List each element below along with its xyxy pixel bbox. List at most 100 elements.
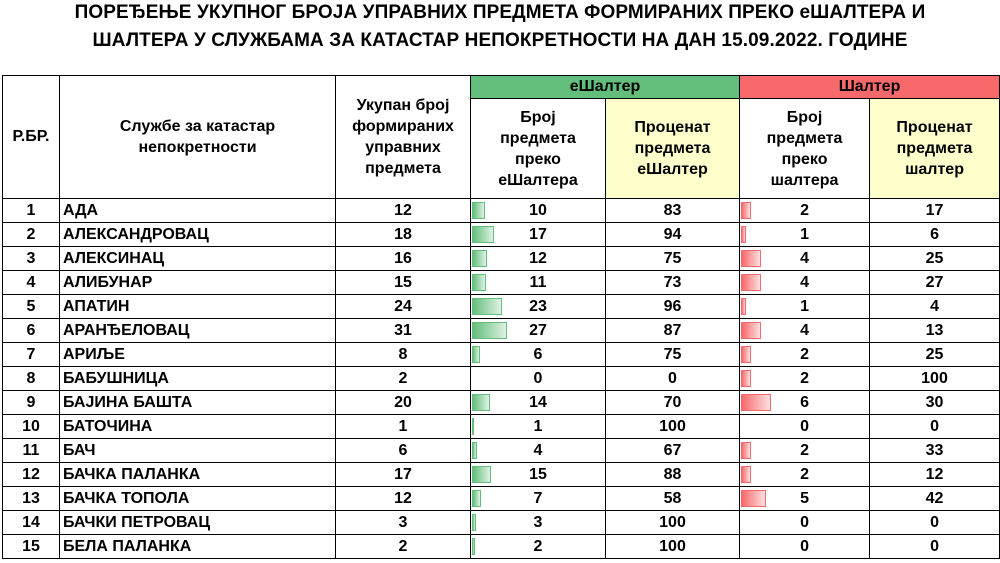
s-count-value: 2 xyxy=(800,345,809,363)
header-service: Службе за катастар непокретности xyxy=(59,75,336,199)
row-e-count: 4 xyxy=(470,438,606,463)
row-e-pct: 100 xyxy=(604,510,741,535)
row-e-pct: 100 xyxy=(604,534,741,559)
s-count-value: 2 xyxy=(800,441,809,459)
row-s-count: 0 xyxy=(739,534,871,559)
row-total: 31 xyxy=(335,318,471,343)
row-number: 2 xyxy=(2,222,60,247)
table-row: 13 БАЧКА ТОПОЛА 12 7 58 5 42 xyxy=(2,486,1000,511)
s-count-data-bar xyxy=(741,370,752,387)
e-count-data-bar xyxy=(472,322,507,339)
row-s-pct: 100 xyxy=(869,366,1000,391)
s-count-value: 2 xyxy=(800,369,809,387)
e-count-value: 27 xyxy=(529,321,547,339)
table-row: 12 БАЧКА ПАЛАНКА 17 15 88 2 12 xyxy=(2,462,1000,487)
row-s-count: 2 xyxy=(739,462,871,487)
e-count-data-bar xyxy=(472,442,478,459)
row-total: 12 xyxy=(335,486,471,511)
table-body: 1 АДА 12 10 83 2 17 2 АЛЕКСАНДРОВАЦ 18 17 94 1 6 3 АЛЕК… xyxy=(2,198,1000,559)
row-service-name: АПАТИН xyxy=(59,294,336,319)
row-s-pct: 33 xyxy=(869,438,1000,463)
row-e-count: 14 xyxy=(470,390,606,415)
row-e-count: 27 xyxy=(470,318,606,343)
row-e-count: 3 xyxy=(470,510,606,535)
row-e-count: 23 xyxy=(470,294,606,319)
e-count-data-bar xyxy=(472,394,491,411)
table-row: 10 БАТОЧИНА 1 1 100 0 0 xyxy=(2,414,1000,439)
e-count-value: 7 xyxy=(533,489,543,507)
s-count-value: 0 xyxy=(800,513,809,531)
s-count-value: 1 xyxy=(800,225,809,243)
row-total: 12 xyxy=(335,198,471,223)
row-s-pct: 42 xyxy=(869,486,1000,511)
row-number: 10 xyxy=(2,414,60,439)
s-count-data-bar xyxy=(741,250,762,267)
row-number: 7 xyxy=(2,342,60,367)
row-s-pct: 25 xyxy=(869,246,1000,271)
e-count-value: 4 xyxy=(533,441,543,459)
row-s-count: 4 xyxy=(739,270,871,295)
row-s-pct: 25 xyxy=(869,342,1000,367)
row-e-pct: 96 xyxy=(604,294,741,319)
row-e-pct: 70 xyxy=(604,390,741,415)
row-e-pct: 87 xyxy=(604,318,741,343)
row-e-count: 0 xyxy=(470,366,606,391)
e-count-value: 12 xyxy=(529,249,547,267)
row-s-pct: 13 xyxy=(869,318,1000,343)
row-e-count: 11 xyxy=(470,270,606,295)
e-count-data-bar xyxy=(472,514,476,531)
table-row: 11 БАЧ 6 4 67 2 33 xyxy=(2,438,1000,463)
s-count-data-bar xyxy=(741,346,752,363)
row-number: 15 xyxy=(2,534,60,559)
row-e-pct: 67 xyxy=(604,438,741,463)
table-row: 1 АДА 12 10 83 2 17 xyxy=(2,198,1000,223)
e-count-value: 1 xyxy=(533,417,543,435)
s-count-value: 2 xyxy=(800,201,809,219)
table-row: 15 БЕЛА ПАЛАНКА 2 2 100 0 0 xyxy=(2,534,1000,559)
row-s-count: 4 xyxy=(739,246,871,271)
row-e-count: 15 xyxy=(470,462,606,487)
row-s-count: 2 xyxy=(739,438,871,463)
page-title-line-2: ШАЛТЕРА У СЛУЖБАМА ЗА КАТАСТАР НЕПОКРЕТН… xyxy=(92,30,908,51)
row-s-pct: 17 xyxy=(869,198,1000,223)
s-count-value: 2 xyxy=(800,465,809,483)
table-row: 14 БАЧКИ ПЕТРОВАЦ 3 3 100 0 0 xyxy=(2,510,1000,535)
row-s-count: 1 xyxy=(739,222,871,247)
row-total: 18 xyxy=(335,222,471,247)
row-number: 9 xyxy=(2,390,60,415)
row-e-pct: 75 xyxy=(604,246,741,271)
s-count-data-bar xyxy=(741,226,747,243)
e-count-value: 17 xyxy=(529,225,547,243)
row-s-count: 5 xyxy=(739,486,871,511)
e-count-data-bar xyxy=(472,466,492,483)
row-number: 4 xyxy=(2,270,60,295)
row-s-count: 2 xyxy=(739,198,871,223)
row-number: 12 xyxy=(2,462,60,487)
row-s-pct: 0 xyxy=(869,534,1000,559)
row-s-pct: 0 xyxy=(869,414,1000,439)
s-count-value: 5 xyxy=(800,489,809,507)
header-s-pct: Проценат предмета шалтер xyxy=(869,98,1000,199)
e-count-data-bar xyxy=(472,490,482,507)
row-e-pct: 83 xyxy=(604,198,741,223)
row-e-pct: 94 xyxy=(604,222,741,247)
row-service-name: АЛЕКСИНАЦ xyxy=(59,246,336,271)
table-row: 5 АПАТИН 24 23 96 1 4 xyxy=(2,294,1000,319)
e-count-data-bar xyxy=(472,202,485,219)
e-count-value: 23 xyxy=(529,297,547,315)
table-row: 4 АЛИБУНАР 15 11 73 4 27 xyxy=(2,270,1000,295)
s-count-data-bar xyxy=(741,490,767,507)
row-e-count: 7 xyxy=(470,486,606,511)
row-s-pct: 4 xyxy=(869,294,1000,319)
row-s-count: 4 xyxy=(739,318,871,343)
header-e-count: Број предмета преко еШалтера xyxy=(470,98,606,199)
e-count-value: 11 xyxy=(529,273,547,291)
row-total: 2 xyxy=(335,366,471,391)
header-eshalter-group: еШалтер xyxy=(469,75,741,99)
s-count-data-bar xyxy=(741,322,762,339)
row-number: 13 xyxy=(2,486,60,511)
e-count-data-bar xyxy=(472,226,494,243)
row-service-name: БАЧКА ПАЛАНКА xyxy=(59,462,336,487)
s-count-value: 4 xyxy=(800,321,809,339)
s-count-value: 6 xyxy=(800,393,809,411)
